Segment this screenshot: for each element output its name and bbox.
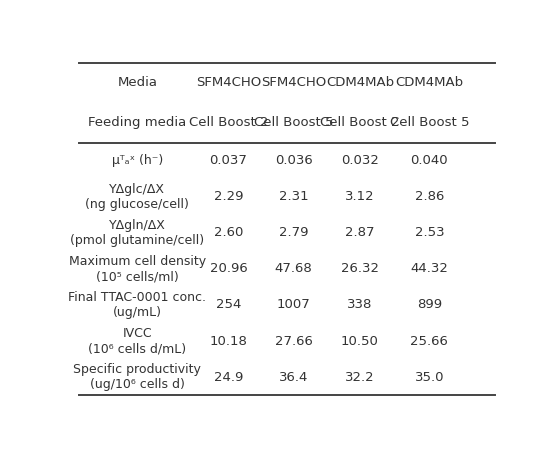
Text: 0.040: 0.040: [410, 154, 448, 167]
Text: (10⁶ cells d/mL): (10⁶ cells d/mL): [88, 342, 186, 355]
Text: 2.87: 2.87: [345, 226, 375, 239]
Text: CDM4MAb: CDM4MAb: [326, 76, 394, 89]
Text: 2.79: 2.79: [279, 226, 308, 239]
Text: 47.68: 47.68: [274, 262, 312, 276]
Text: Maximum cell density: Maximum cell density: [69, 255, 206, 268]
Text: 36.4: 36.4: [279, 371, 308, 384]
Text: 0.032: 0.032: [341, 154, 379, 167]
Text: (ug/10⁶ cells d): (ug/10⁶ cells d): [90, 378, 185, 391]
Text: YΔgln/ΔX: YΔgln/ΔX: [109, 219, 166, 232]
Text: 3.12: 3.12: [345, 190, 375, 203]
Text: Feeding media: Feeding media: [88, 116, 186, 129]
Text: 27.66: 27.66: [274, 335, 312, 348]
Text: Media: Media: [117, 76, 157, 89]
Text: 44.32: 44.32: [410, 262, 449, 276]
Text: Cell Boost 2: Cell Boost 2: [320, 116, 400, 129]
Text: 25.66: 25.66: [410, 335, 449, 348]
Text: 254: 254: [216, 299, 241, 312]
Text: 24.9: 24.9: [214, 371, 243, 384]
Text: 32.2: 32.2: [345, 371, 375, 384]
Text: 2.31: 2.31: [279, 190, 309, 203]
Text: μᵀₐˣ (h⁻): μᵀₐˣ (h⁻): [111, 154, 163, 167]
Text: SFM4CHO: SFM4CHO: [261, 76, 326, 89]
Text: IVCC: IVCC: [123, 327, 152, 340]
Text: 2.86: 2.86: [414, 190, 444, 203]
Text: 2.29: 2.29: [214, 190, 243, 203]
Text: 10.50: 10.50: [341, 335, 379, 348]
Text: 2.53: 2.53: [414, 226, 444, 239]
Text: Specific productivity: Specific productivity: [73, 363, 201, 376]
Text: 0.036: 0.036: [274, 154, 312, 167]
Text: (ng glucose/cell): (ng glucose/cell): [85, 198, 189, 211]
Text: 338: 338: [347, 299, 372, 312]
Text: 899: 899: [417, 299, 442, 312]
Text: SFM4CHO: SFM4CHO: [196, 76, 261, 89]
Text: Final TTAC-0001 conc.: Final TTAC-0001 conc.: [68, 291, 206, 304]
Text: 2.60: 2.60: [214, 226, 243, 239]
Text: Cell Boost 5: Cell Boost 5: [254, 116, 333, 129]
Text: Cell Boost 2: Cell Boost 2: [189, 116, 268, 129]
Text: 20.96: 20.96: [209, 262, 248, 276]
Text: 35.0: 35.0: [414, 371, 444, 384]
Text: YΔglc/ΔX: YΔglc/ΔX: [109, 183, 165, 196]
Text: (pmol glutamine/cell): (pmol glutamine/cell): [70, 234, 204, 247]
Text: (ug/mL): (ug/mL): [113, 306, 162, 319]
Text: 0.037: 0.037: [209, 154, 248, 167]
Text: Cell Boost 5: Cell Boost 5: [390, 116, 469, 129]
Text: 1007: 1007: [277, 299, 310, 312]
Text: CDM4MAb: CDM4MAb: [395, 76, 464, 89]
Text: (10⁵ cells/ml): (10⁵ cells/ml): [96, 270, 179, 283]
Text: 26.32: 26.32: [341, 262, 379, 276]
Text: 10.18: 10.18: [209, 335, 248, 348]
